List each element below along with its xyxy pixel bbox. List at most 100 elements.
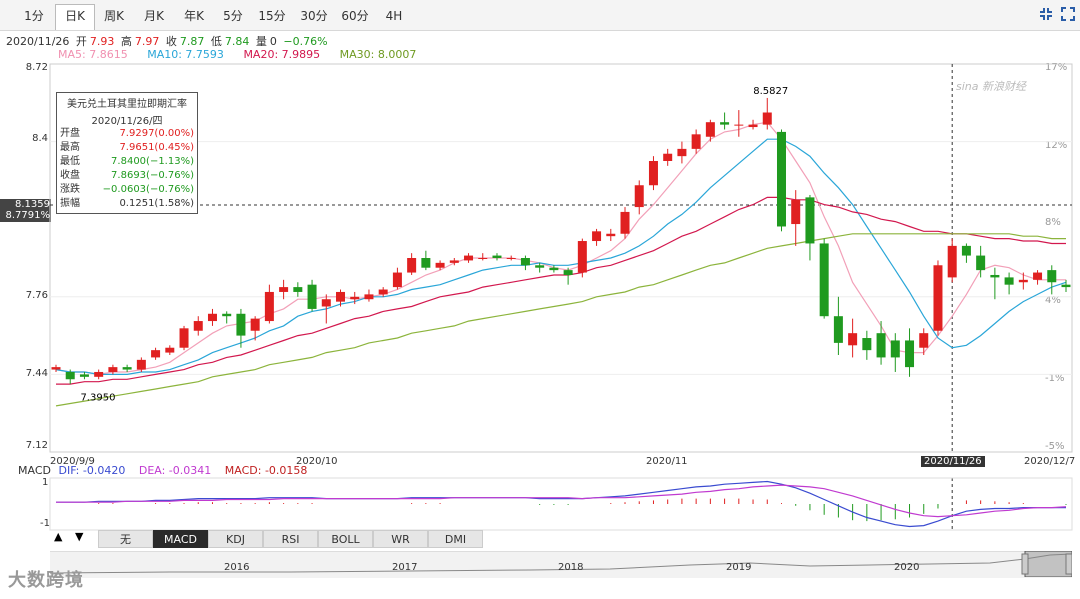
- candle-body: [464, 255, 474, 261]
- info-low-label: 低: [210, 35, 222, 48]
- indicator-macd[interactable]: MACD: [153, 530, 208, 548]
- candle-body: [919, 333, 929, 348]
- candle-body: [321, 299, 331, 307]
- tab-monthly-k[interactable]: 月K: [144, 9, 164, 23]
- info-high-label: 高: [120, 35, 132, 48]
- candle-body: [207, 313, 217, 322]
- y-tick-label: 7.12: [25, 440, 48, 451]
- tooltip-key: 最低: [60, 156, 80, 167]
- tooltip-key: 开盘: [60, 128, 80, 139]
- candle-body: [193, 321, 203, 331]
- info-vol-label: 量: [255, 35, 267, 48]
- indicator-none[interactable]: 无: [98, 530, 153, 548]
- navigator-handle-right[interactable]: [1065, 553, 1072, 575]
- candle-body: [108, 367, 118, 372]
- indicator-rsi[interactable]: RSI: [263, 530, 318, 548]
- tab-60min[interactable]: 60分: [341, 9, 369, 23]
- y-pct-label: -5%: [1045, 441, 1065, 452]
- candle-body: [905, 340, 915, 368]
- tab-15min[interactable]: 15分: [258, 9, 286, 23]
- tooltip-title: 美元兑土耳其里拉即期汇率: [67, 99, 187, 110]
- tab-daily-k[interactable]: 日K: [55, 4, 95, 30]
- crosshair-pct-tag: 8.7791%: [0, 210, 51, 222]
- tooltip-key: 振幅: [60, 198, 80, 209]
- tab-30min[interactable]: 30分: [300, 9, 328, 23]
- navigator-year: 2020: [894, 562, 920, 573]
- candle-body: [677, 148, 687, 157]
- tab-1min[interactable]: 1分: [24, 9, 44, 23]
- candle-body: [862, 338, 872, 351]
- macd-dif-line: [56, 480, 1066, 528]
- info-change: −0.76%: [283, 35, 328, 48]
- tooltip-value: 7.9651(0.45%): [119, 142, 194, 153]
- crosshair-price-tag: 8.1359: [0, 199, 51, 211]
- y-tick-label: 8.4: [32, 133, 48, 144]
- candle-body: [1004, 277, 1014, 285]
- candle-body: [976, 255, 986, 271]
- candle-body: [350, 296, 360, 300]
- arrow-up-icon[interactable]: ▲: [54, 530, 63, 543]
- candle-body: [848, 333, 858, 346]
- tooltip-value: 7.9297(0.00%): [119, 128, 194, 139]
- candle-body: [492, 255, 502, 258]
- candle-body: [151, 350, 161, 358]
- tab-4h[interactable]: 4H: [385, 9, 403, 23]
- tooltip-row-open: 开盘 7.9297(0.00%): [57, 127, 197, 141]
- indicator-kdj[interactable]: KDJ: [208, 530, 263, 548]
- navigator-handle-left[interactable]: [1021, 553, 1029, 575]
- candle-body: [122, 367, 132, 370]
- candle-body: [506, 258, 516, 259]
- ma-legend: MA5: 7.8615 MA10: 7.7593 MA20: 7.9895 MA…: [58, 48, 432, 61]
- candle-body: [65, 371, 75, 380]
- expand-icon[interactable]: [1060, 6, 1076, 22]
- candle-body: [720, 122, 730, 125]
- candle-body: [620, 211, 630, 234]
- x-tick-label: 2020/12/7: [1024, 456, 1076, 467]
- candle-body: [364, 294, 374, 300]
- tab-weekly-k[interactable]: 周K: [104, 9, 124, 23]
- tab-yearly-k[interactable]: 年K: [184, 9, 204, 23]
- tooltip-value: 7.8400(−1.13%): [111, 156, 194, 167]
- indicator-boll[interactable]: BOLL: [318, 530, 373, 548]
- candle-body: [776, 131, 786, 227]
- ma-line-ma20: [56, 196, 1066, 385]
- indicator-dmi[interactable]: DMI: [428, 530, 483, 548]
- candle-body: [663, 153, 673, 161]
- candle-body: [606, 233, 616, 237]
- navigator-window[interactable]: [1024, 551, 1072, 577]
- candle-body: [264, 291, 274, 322]
- period-tab-bar: 1分 日K 周K 月K 年K 5分 15分 30分 60分 4H: [0, 0, 1080, 31]
- info-close-label: 收: [165, 35, 177, 48]
- candle-body: [762, 112, 772, 125]
- candle-body: [563, 270, 573, 275]
- candle-body: [165, 347, 175, 353]
- candle-body: [577, 241, 587, 273]
- tooltip-key: 最高: [60, 142, 80, 153]
- tooltip-key: 收盘: [60, 170, 80, 181]
- y-tick-label: 7.44: [25, 368, 48, 379]
- info-date: 2020/11/26: [6, 35, 70, 48]
- macd-value: MACD: -0.0158: [224, 464, 308, 477]
- candle-body: [279, 287, 289, 292]
- candle-body: [1047, 270, 1057, 283]
- arrow-down-icon[interactable]: ▼: [75, 530, 84, 543]
- candle-body: [791, 199, 801, 225]
- candle-body: [648, 161, 658, 186]
- candle-body: [94, 371, 104, 377]
- tooltip-row-high: 最高 7.9651(0.45%): [57, 141, 197, 155]
- compress-icon[interactable]: [1038, 6, 1054, 22]
- navigator-line: [50, 551, 1072, 577]
- candle-body: [293, 287, 303, 292]
- tab-5min[interactable]: 5分: [223, 9, 243, 23]
- indicator-wr[interactable]: WR: [373, 530, 428, 548]
- candle-body: [933, 265, 943, 331]
- candle-body: [1018, 279, 1028, 283]
- y-pct-label: 17%: [1045, 62, 1068, 73]
- macd-title: MACD: [18, 464, 51, 477]
- candle-body: [535, 265, 545, 268]
- ma-line-ma5: [55, 121, 1066, 376]
- macd-dif: DIF: -0.0420: [58, 464, 126, 477]
- candle-body: [449, 260, 459, 263]
- candle-body: [136, 359, 146, 370]
